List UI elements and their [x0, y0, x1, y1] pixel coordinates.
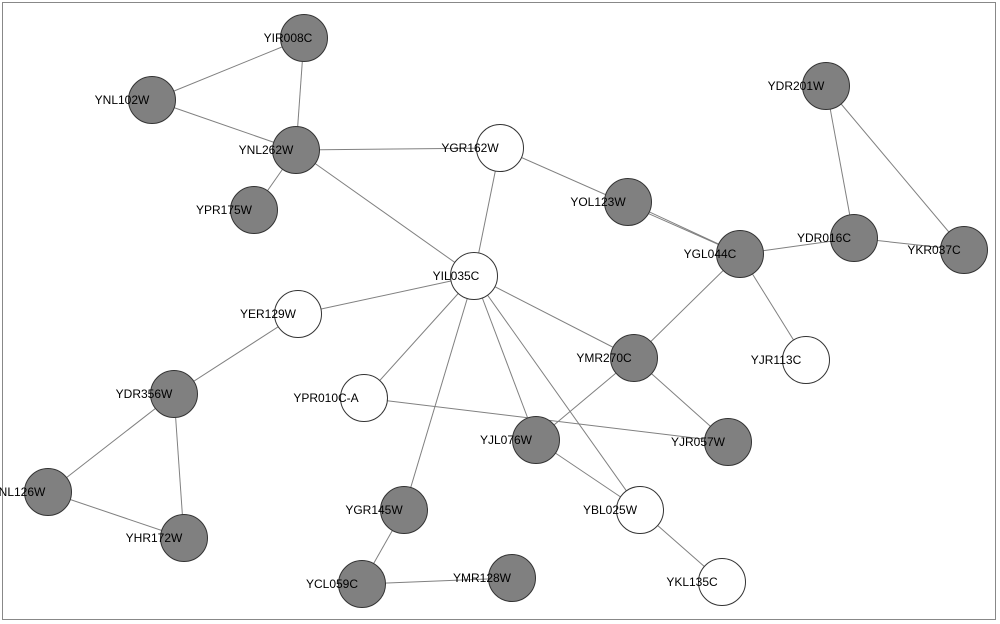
node-label: YGR145W	[345, 503, 402, 517]
node-label: YNL262W	[239, 143, 294, 157]
node-label: YKR037C	[907, 243, 960, 257]
node-label: YMR270C	[576, 351, 631, 365]
edge	[474, 276, 640, 510]
edge	[474, 276, 634, 358]
node-label: YMR128W	[453, 571, 511, 585]
node-label: YIR008C	[264, 31, 313, 45]
edge	[296, 150, 474, 276]
node-label: YPR175W	[196, 203, 252, 217]
node-label: YPR010C-A	[293, 391, 358, 405]
node-label: YJL076W	[480, 433, 532, 447]
node-label: YHR172W	[126, 531, 183, 545]
node-label: YDR201W	[768, 79, 825, 93]
node-label: YDR016C	[797, 231, 851, 245]
node-label: YIL035C	[433, 269, 480, 283]
node-label: YCL059C	[306, 577, 358, 591]
node-label: YNL102W	[95, 93, 150, 107]
node-label: YDR356W	[116, 387, 173, 401]
node-label: YGR162W	[441, 141, 498, 155]
node-label: YOL123W	[570, 195, 625, 209]
node-label: YNL126W	[0, 485, 45, 499]
node-label: YGL044C	[684, 247, 737, 261]
edge	[404, 276, 474, 510]
node-label: YBL025W	[583, 503, 637, 517]
node-label: YKL135C	[666, 575, 717, 589]
node-label: YJR057W	[671, 435, 725, 449]
node-label: YER129W	[240, 307, 296, 321]
node-label: YJR113C	[751, 353, 801, 367]
